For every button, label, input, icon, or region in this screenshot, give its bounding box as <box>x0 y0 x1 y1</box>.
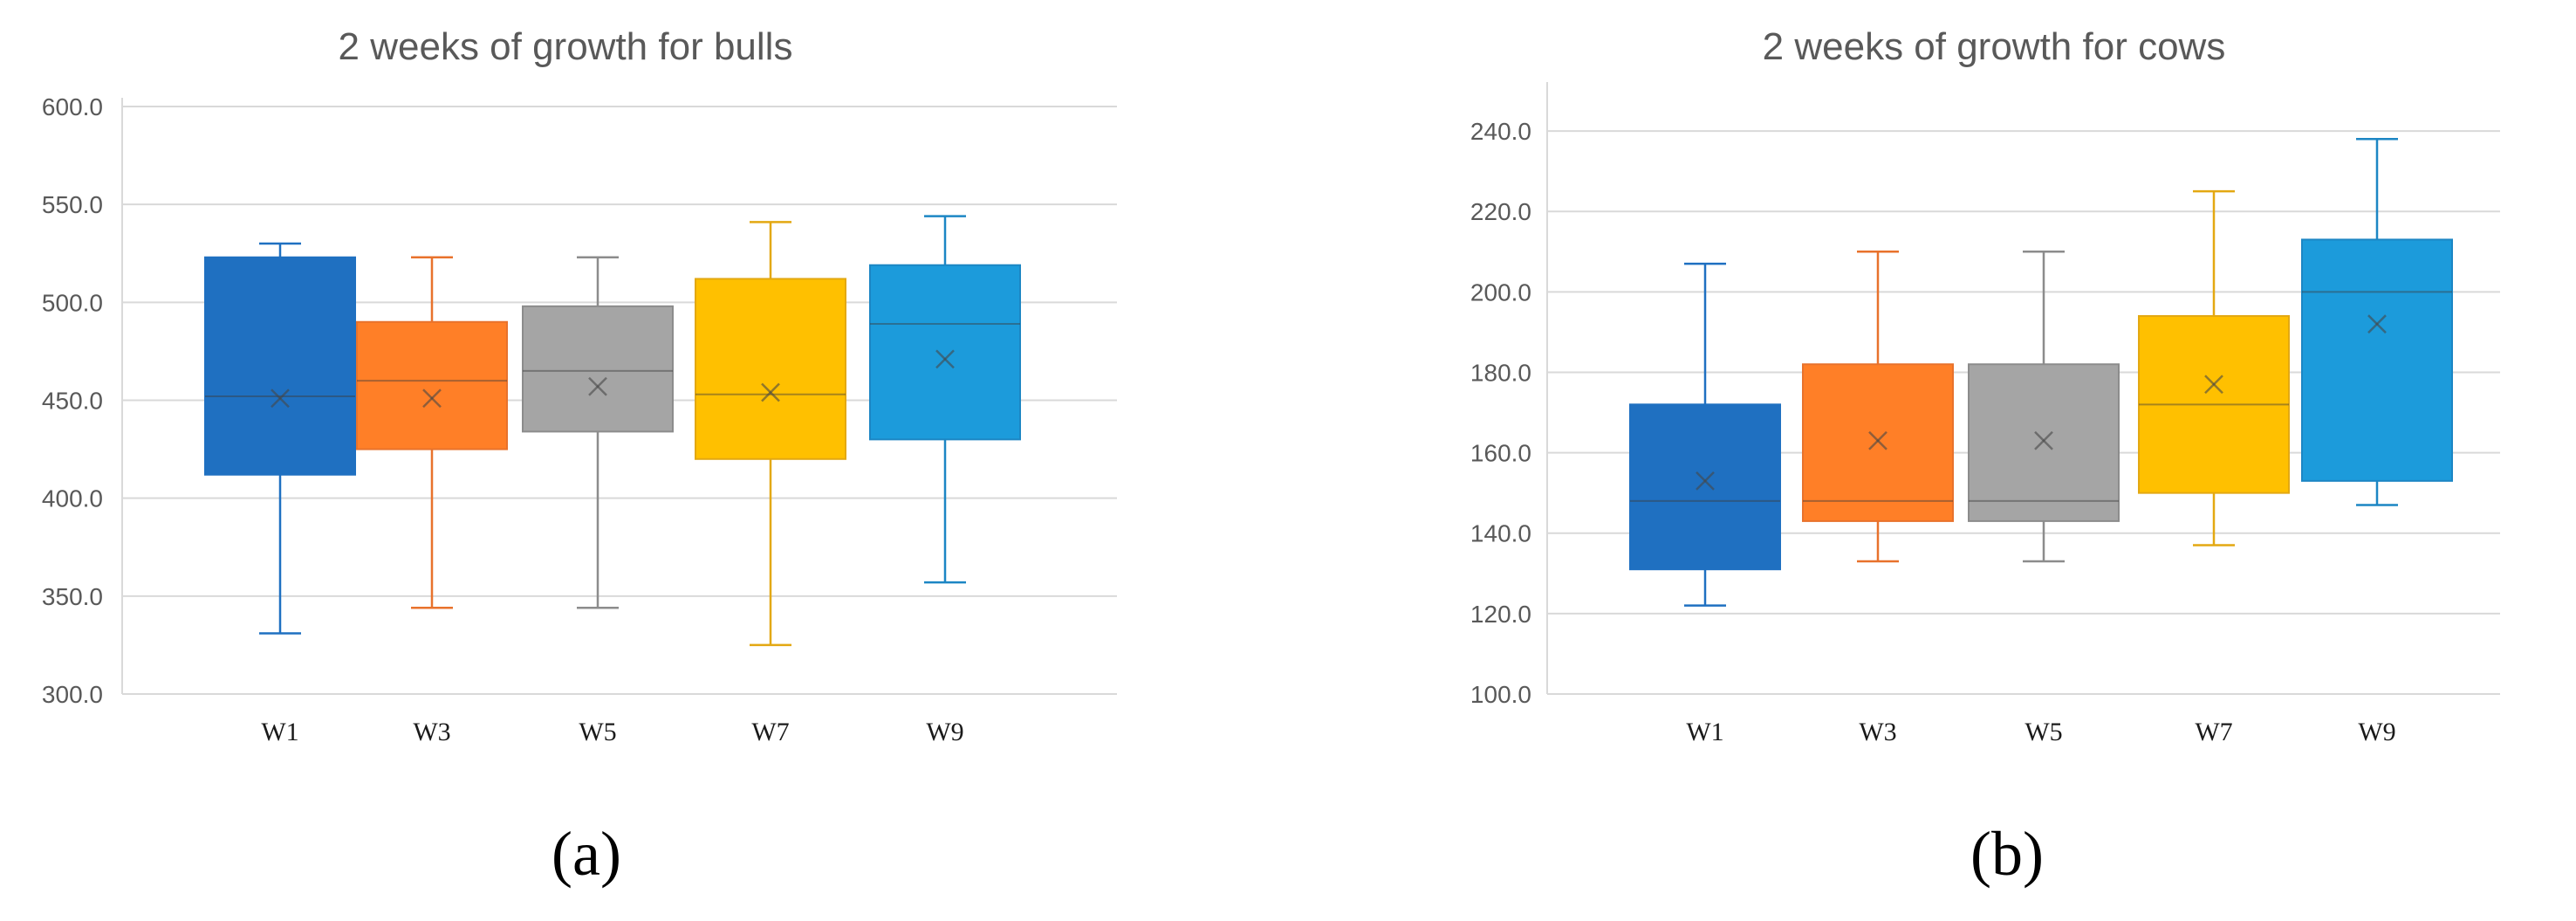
y-tick-label: 500.0 <box>42 289 103 316</box>
chart-cows: 2 weeks of growth for cows 100.0 120.0 140.… <box>1470 25 2500 889</box>
y-tick-label: 600.0 <box>42 93 103 120</box>
x-tick-label: W3 <box>413 718 450 746</box>
y-tick-label: 120.0 <box>1470 601 1531 628</box>
mean-marker <box>2034 430 2053 450</box>
box-w3 <box>356 256 508 609</box>
y-tick-label: 100.0 <box>1470 681 1531 708</box>
mean-marker <box>935 349 955 369</box>
mean-marker <box>1696 471 1715 491</box>
iqr-box <box>695 278 846 460</box>
mean-marker <box>271 388 290 409</box>
x-tick-label: W1 <box>261 718 298 746</box>
x-tick-label: W5 <box>579 718 616 746</box>
x-tick-label: W9 <box>2358 718 2395 746</box>
iqr-box <box>2301 238 2453 482</box>
y-tick-label: 180.0 <box>1470 359 1531 386</box>
chart-title: 2 weeks of growth for cows <box>1763 25 2226 68</box>
box-w9 <box>2301 138 2453 506</box>
box-w1 <box>1629 262 1781 607</box>
y-tick-label: 240.0 <box>1470 118 1531 145</box>
box-w7 <box>695 221 846 647</box>
mean-marker <box>2367 314 2387 334</box>
panel-label: (a) <box>552 819 621 889</box>
x-tick-label: W7 <box>2195 718 2232 746</box>
mean-marker <box>1868 430 1887 450</box>
y-tick-label: 200.0 <box>1470 278 1531 306</box>
panel-label: (b) <box>1970 819 2044 889</box>
iqr-box <box>1968 363 2120 522</box>
box-w7 <box>2138 189 2290 546</box>
chart-title: 2 weeks of growth for bulls <box>339 25 793 68</box>
mean-marker <box>2204 375 2223 395</box>
y-tick-label: 550.0 <box>42 191 103 218</box>
y-tick-label: 350.0 <box>42 583 103 610</box>
iqr-box <box>204 256 356 476</box>
y-tick-label: 140.0 <box>1470 520 1531 547</box>
y-tick-label: 220.0 <box>1470 198 1531 225</box>
y-tick-label: 300.0 <box>42 681 103 708</box>
y-tick-label: 160.0 <box>1470 440 1531 467</box>
box-w1 <box>204 242 356 635</box>
box-w5 <box>522 256 674 609</box>
iqr-box <box>869 264 1021 441</box>
iqr-box <box>1802 363 1954 522</box>
x-tick-label: W9 <box>926 718 963 746</box>
mean-marker <box>422 388 442 409</box>
x-tick-label: W5 <box>2024 718 2062 746</box>
box-w5 <box>1968 251 2120 563</box>
mean-marker <box>761 382 780 402</box>
iqr-box <box>522 305 674 433</box>
mean-marker <box>588 376 607 396</box>
iqr-box <box>1629 403 1781 571</box>
chart-bulls: 2 weeks of growth for bulls 300.0 350.0 400… <box>42 25 1117 889</box>
x-tick-label: W3 <box>1859 718 1896 746</box>
y-tick-label: 450.0 <box>42 388 103 415</box>
iqr-box <box>356 320 508 450</box>
y-tick-label: 400.0 <box>42 485 103 512</box>
x-tick-label: W7 <box>751 718 789 746</box>
box-w9 <box>869 215 1021 584</box>
box-w3 <box>1802 251 1954 563</box>
iqr-box <box>2138 314 2290 494</box>
x-tick-label: W1 <box>1686 718 1723 746</box>
